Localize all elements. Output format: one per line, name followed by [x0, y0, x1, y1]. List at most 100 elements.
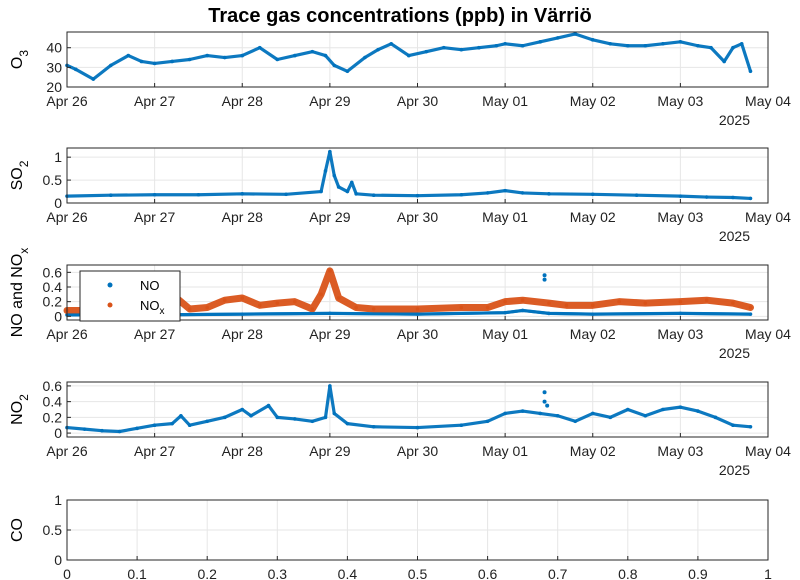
- data-point: [415, 307, 420, 311]
- data-point: [678, 299, 683, 304]
- data-point: [731, 45, 735, 50]
- panel-no_nox: Apr 26 Apr 27 Apr 28 Apr 29 Apr 30 May 01 May …: [9, 248, 791, 361]
- legend-label: NO: [140, 278, 160, 293]
- panels-container: Apr 26 Apr 27 Apr 28 Apr 29 Apr 30 May 01 May …: [9, 31, 791, 580]
- data-point: [520, 191, 525, 195]
- data-point: [555, 36, 560, 40]
- data-point: [249, 413, 253, 418]
- data-point: [310, 419, 315, 424]
- data-point: [257, 45, 262, 50]
- data-point: [332, 411, 337, 416]
- outlier-point: [542, 273, 547, 278]
- data-point: [704, 298, 709, 303]
- data-point: [310, 307, 315, 311]
- data-point: [240, 192, 245, 196]
- data-point: [459, 423, 464, 428]
- y-tick-label: 0.2: [43, 409, 63, 425]
- data-point: [713, 415, 718, 420]
- data-point: [275, 415, 280, 420]
- year-label: 2025: [719, 345, 750, 361]
- outlier-point: [545, 403, 550, 408]
- data-point: [459, 192, 464, 197]
- x-tick-label: Apr 30: [397, 326, 438, 342]
- x-tick-label: 0: [63, 566, 71, 580]
- data-point: [415, 425, 420, 430]
- y-tick-label: 0.4: [43, 279, 63, 295]
- x-tick-label: May 02: [570, 443, 616, 459]
- x-tick-label: Apr 28: [222, 443, 263, 459]
- data-point: [389, 41, 394, 46]
- year-label: 2025: [719, 112, 750, 128]
- y-tick-label: 1: [54, 149, 62, 165]
- x-tick-label: 0.2: [197, 566, 217, 580]
- data-point: [503, 188, 507, 193]
- data-point: [696, 43, 700, 48]
- data-point: [520, 43, 525, 48]
- y-axis-label: SO2: [9, 160, 31, 190]
- x-tick-label: Apr 27: [134, 326, 175, 342]
- data-point: [310, 49, 315, 54]
- x-tick-label: 0.6: [478, 566, 498, 580]
- data-point: [345, 69, 350, 74]
- legend-marker: [107, 282, 113, 288]
- data-point: [503, 299, 507, 304]
- data-point: [643, 301, 648, 305]
- x-tick-label: May 03: [657, 443, 703, 459]
- data-point: [323, 53, 328, 58]
- data-point: [722, 59, 726, 64]
- data-point: [349, 180, 354, 185]
- x-tick-label: Apr 29: [309, 326, 350, 342]
- data-point: [748, 424, 753, 429]
- panel-so2: Apr 26 Apr 27 Apr 28 Apr 29 Apr 30 May 01 May …: [9, 147, 791, 244]
- data-point: [205, 53, 209, 58]
- data-point: [100, 428, 104, 433]
- y-tick-label: 0.5: [43, 172, 63, 188]
- data-point: [564, 303, 569, 308]
- x-tick-label: May 03: [657, 93, 703, 109]
- data-point: [485, 191, 490, 195]
- data-point: [547, 192, 551, 196]
- x-tick-label: 0.3: [268, 566, 288, 580]
- data-point: [336, 296, 341, 300]
- y-tick-label: 0.2: [43, 294, 63, 310]
- x-tick-label: May 03: [657, 326, 703, 342]
- data-point: [293, 299, 297, 304]
- x-tick-label: May 01: [482, 209, 528, 225]
- data-point: [503, 41, 507, 46]
- data-point: [520, 409, 525, 413]
- y-tick-label: 20: [46, 79, 62, 95]
- data-point: [152, 192, 157, 197]
- data-point: [371, 193, 376, 198]
- x-tick-label: Apr 28: [222, 326, 263, 342]
- data-point: [643, 43, 648, 48]
- data-point: [328, 269, 332, 273]
- data-point: [179, 413, 183, 418]
- legend: NO NOx: [79, 270, 181, 322]
- x-tick-label: 1: [764, 566, 772, 580]
- data-point: [187, 307, 192, 311]
- data-point: [240, 53, 245, 58]
- data-point: [626, 407, 630, 412]
- data-point: [485, 419, 490, 424]
- data-point: [205, 305, 209, 310]
- data-point: [187, 423, 192, 428]
- x-tick-label: Apr 27: [134, 93, 175, 109]
- x-tick-label: May 04: [745, 209, 791, 225]
- x-tick-label: 0.9: [688, 566, 708, 580]
- legend-label: NOx: [140, 298, 165, 317]
- x-tick-label: May 01: [482, 93, 528, 109]
- data-point: [196, 192, 201, 197]
- x-tick-label: Apr 26: [46, 93, 87, 109]
- x-tick-label: Apr 27: [134, 209, 175, 225]
- data-point: [731, 301, 735, 305]
- data-point: [109, 63, 113, 68]
- data-point: [590, 38, 595, 42]
- y-axis-label: NO2: [9, 394, 31, 425]
- data-point: [538, 411, 542, 416]
- x-tick-label: Apr 30: [397, 209, 438, 225]
- data-point: [415, 193, 420, 198]
- x-tick-label: Apr 28: [222, 93, 263, 109]
- data-point: [319, 292, 323, 297]
- x-tick-label: Apr 29: [309, 209, 350, 225]
- data-point: [608, 41, 613, 46]
